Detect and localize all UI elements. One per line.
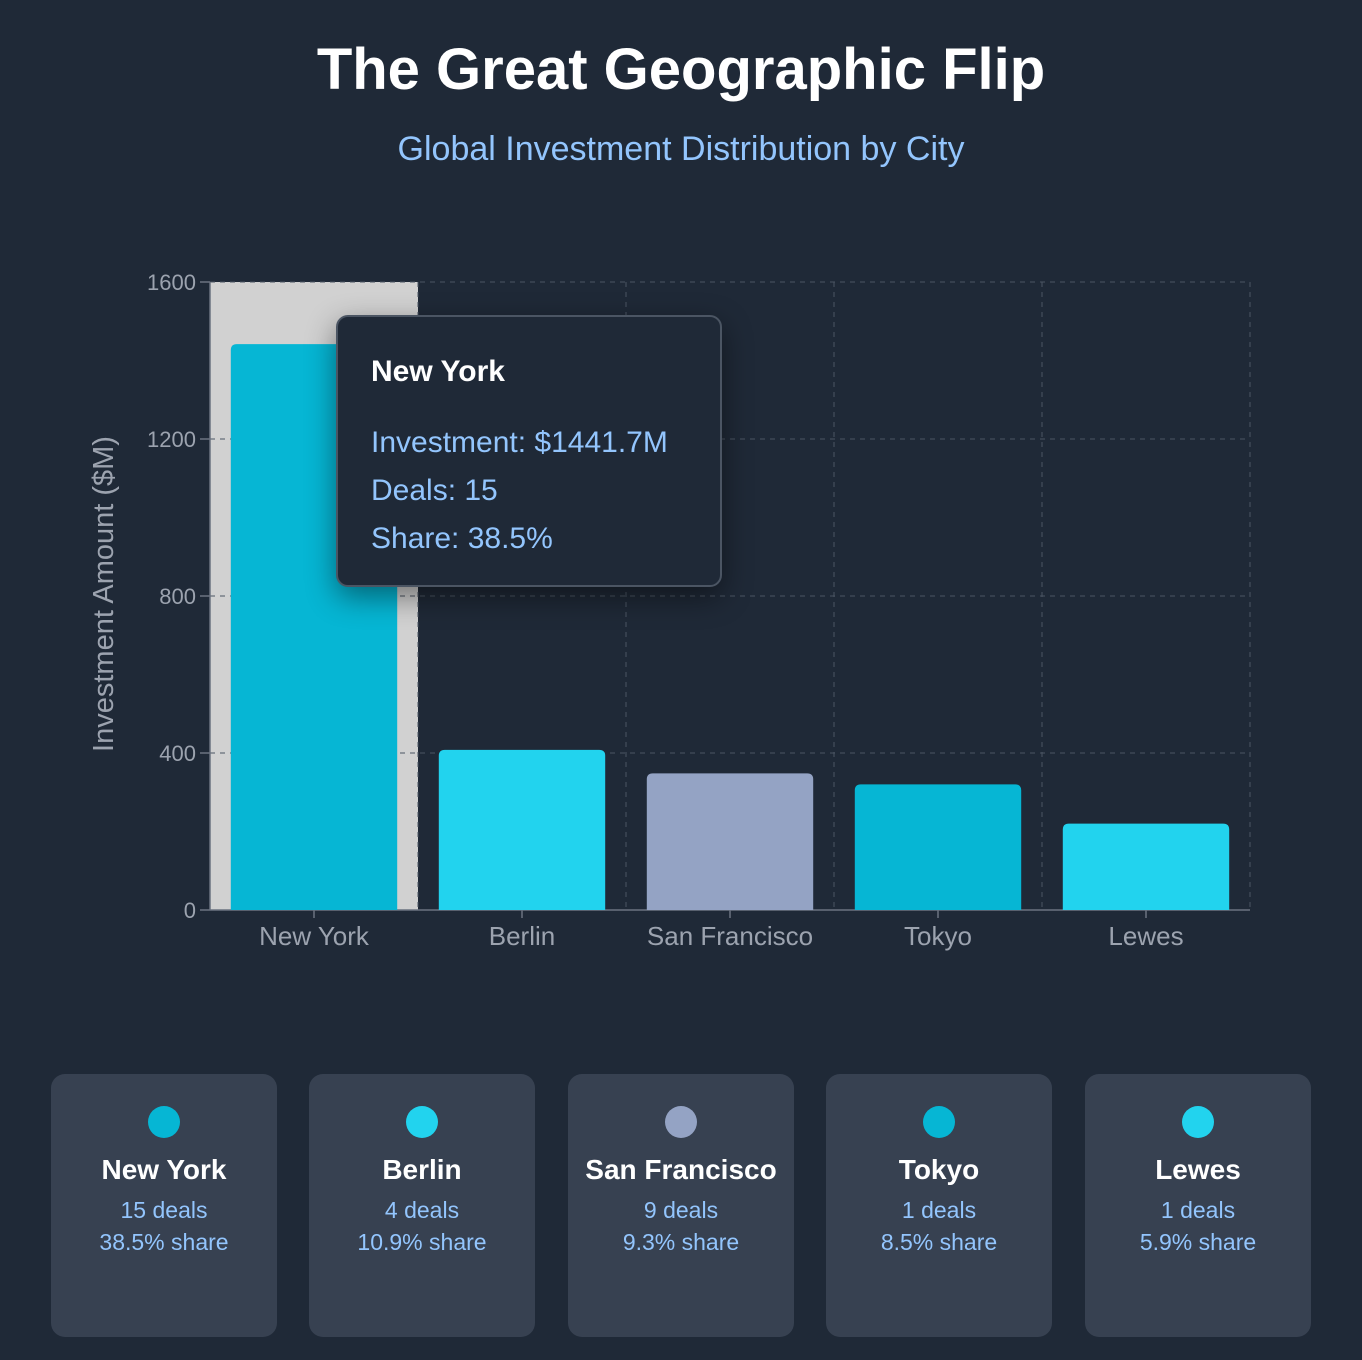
city-share: 8.5% share [880,1229,998,1255]
city-deals: 4 deals [384,1197,460,1223]
city-share: 9.3% share [622,1229,740,1255]
city-color-dot [665,1106,697,1138]
city-share: 38.5% share [99,1229,229,1255]
city-card[interactable]: San Francisco 9 deals 9.3% share [568,1074,794,1337]
chart-tooltip: New York Investment: $1441.7M Deals: 15 … [336,315,722,587]
city-deals: 9 deals [643,1197,719,1223]
y-tick-label: 800 [159,584,196,609]
city-card[interactable]: Lewes 1 deals 5.9% share [1085,1074,1311,1337]
bar [1062,823,1230,910]
bar [438,749,606,910]
city-color-dot [1182,1106,1214,1138]
tooltip-investment: Investment: $1441.7M [371,426,668,459]
city-deals: 1 deals [901,1197,977,1223]
tooltip-title: New York [371,355,505,388]
y-tick-label: 1200 [147,427,196,452]
city-deals: 15 deals [120,1197,208,1223]
x-tick-label: Lewes [1108,921,1183,951]
y-tick-label: 400 [159,741,196,766]
city-card[interactable]: New York 15 deals 38.5% share [51,1074,277,1337]
city-name: Lewes [1155,1154,1241,1185]
city-name: Tokyo [898,1154,980,1185]
bar [646,773,814,910]
city-share: 10.9% share [357,1229,487,1255]
city-color-dot [406,1106,438,1138]
page-subtitle: Global Investment Distribution by City [397,130,965,168]
tooltip-deals: Deals: 15 [371,474,498,507]
tooltip-share: Share: 38.5% [371,522,553,555]
city-card[interactable]: Tokyo 1 deals 8.5% share [826,1074,1052,1337]
x-tick-label: New York [259,921,370,951]
x-tick-label: San Francisco [647,921,813,951]
page-title: The Great Geographic Flip [316,37,1046,102]
city-color-dot [923,1106,955,1138]
city-deals: 1 deals [1160,1197,1236,1223]
x-tick-label: Tokyo [904,921,972,951]
city-color-dot [148,1106,180,1138]
city-card[interactable]: Berlin 4 deals 10.9% share [309,1074,535,1337]
city-name: San Francisco [585,1154,777,1185]
x-tick-label: Berlin [489,921,555,951]
y-tick-label: 1600 [147,270,196,295]
city-share: 5.9% share [1139,1229,1257,1255]
bar [854,784,1022,910]
city-name: New York [101,1154,227,1185]
city-name: Berlin [382,1154,462,1185]
y-axis-label: Investment Amount ($M) [88,436,120,752]
y-tick-label: 0 [184,898,196,923]
